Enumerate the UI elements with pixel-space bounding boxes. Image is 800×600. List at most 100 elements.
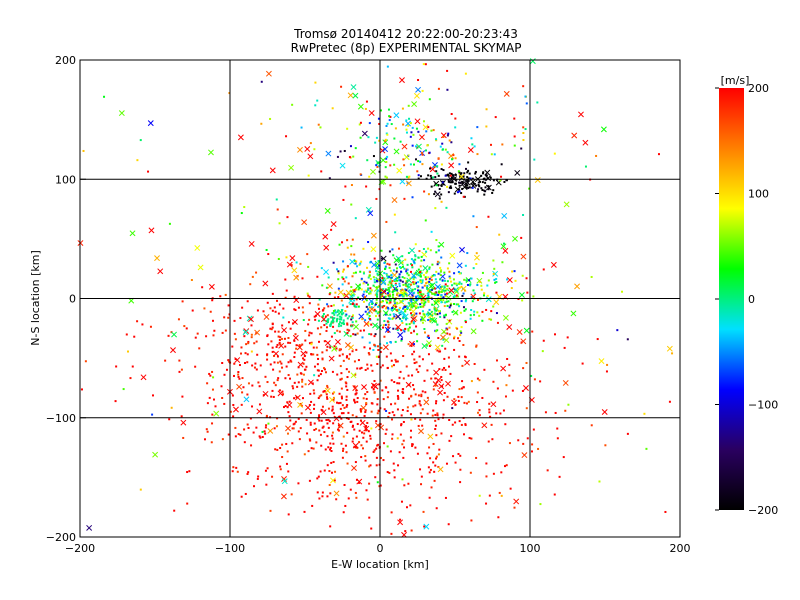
data-point-cross — [492, 270, 499, 277]
data-point — [317, 303, 320, 306]
data-point — [463, 401, 466, 404]
data-point — [265, 483, 268, 486]
data-point — [287, 341, 290, 344]
data-point — [352, 155, 355, 158]
data-point — [564, 409, 567, 412]
data-point — [378, 264, 381, 267]
data-point — [513, 144, 516, 147]
data-point — [365, 403, 368, 406]
data-point — [370, 427, 373, 430]
data-point — [405, 284, 408, 287]
data-point — [329, 446, 332, 449]
data-point — [436, 329, 439, 332]
data-point — [349, 335, 352, 338]
data-point-cross — [352, 385, 359, 392]
data-point — [390, 273, 393, 276]
data-point — [435, 170, 438, 173]
data-point — [325, 349, 328, 352]
data-point — [343, 406, 346, 409]
data-point — [381, 277, 384, 280]
data-point — [295, 347, 298, 350]
data-point — [375, 298, 378, 301]
data-point — [297, 381, 300, 384]
data-point — [411, 196, 414, 199]
data-point — [407, 301, 410, 304]
data-point — [440, 301, 443, 304]
data-point-cross — [371, 382, 377, 389]
data-point — [362, 436, 365, 439]
data-point — [333, 391, 336, 394]
data-point — [357, 288, 360, 291]
data-point — [306, 253, 309, 256]
data-point — [478, 379, 481, 382]
data-point — [472, 267, 475, 270]
data-point — [305, 418, 308, 421]
data-point — [320, 419, 323, 422]
data-point — [269, 117, 272, 120]
data-point — [333, 296, 336, 299]
data-point — [373, 278, 376, 281]
data-point — [321, 426, 324, 429]
data-point — [294, 420, 297, 423]
data-point — [426, 452, 429, 455]
data-point — [316, 275, 319, 278]
data-point — [350, 203, 353, 206]
data-point — [256, 353, 259, 356]
data-point — [278, 370, 281, 373]
data-point — [323, 469, 326, 472]
data-point — [417, 274, 420, 277]
data-point — [340, 324, 343, 327]
data-point — [285, 462, 288, 465]
data-point — [407, 124, 410, 127]
data-point — [481, 319, 484, 322]
data-point — [422, 304, 425, 307]
data-point — [328, 293, 331, 296]
data-point — [370, 260, 373, 263]
data-point — [458, 282, 461, 285]
data-point-cross — [291, 267, 298, 274]
data-point — [526, 437, 529, 440]
data-point — [457, 337, 460, 340]
data-point — [378, 383, 381, 386]
data-point — [360, 456, 363, 459]
data-point — [457, 270, 460, 273]
data-point — [379, 109, 382, 112]
data-point — [304, 329, 307, 332]
data-point — [369, 434, 372, 437]
data-point — [327, 446, 330, 449]
data-point — [448, 186, 451, 189]
data-point — [402, 306, 405, 309]
data-point — [454, 126, 457, 129]
data-point — [454, 421, 457, 424]
data-point — [243, 441, 246, 444]
data-point — [433, 293, 436, 296]
data-point — [440, 375, 443, 378]
data-point — [342, 260, 345, 263]
data-point — [284, 345, 287, 348]
data-point — [425, 250, 428, 253]
data-point — [478, 185, 481, 188]
data-point — [392, 327, 395, 330]
data-point-cross — [459, 246, 465, 253]
data-point — [542, 339, 545, 342]
data-point — [513, 270, 516, 273]
data-point — [376, 273, 379, 276]
data-point — [325, 322, 328, 325]
data-point — [211, 370, 214, 373]
data-point — [386, 262, 389, 265]
data-point-cross — [129, 230, 136, 237]
data-point — [342, 268, 345, 271]
data-point-cross — [452, 309, 459, 316]
data-point — [336, 317, 339, 320]
data-point — [412, 314, 415, 317]
data-point — [398, 276, 401, 279]
data-point — [448, 333, 451, 336]
data-point — [246, 353, 249, 356]
data-point — [373, 379, 376, 382]
data-point — [427, 276, 430, 279]
data-point — [349, 298, 352, 301]
data-point — [351, 294, 354, 297]
data-point — [351, 238, 354, 241]
data-point — [392, 316, 395, 319]
data-point — [470, 519, 473, 522]
